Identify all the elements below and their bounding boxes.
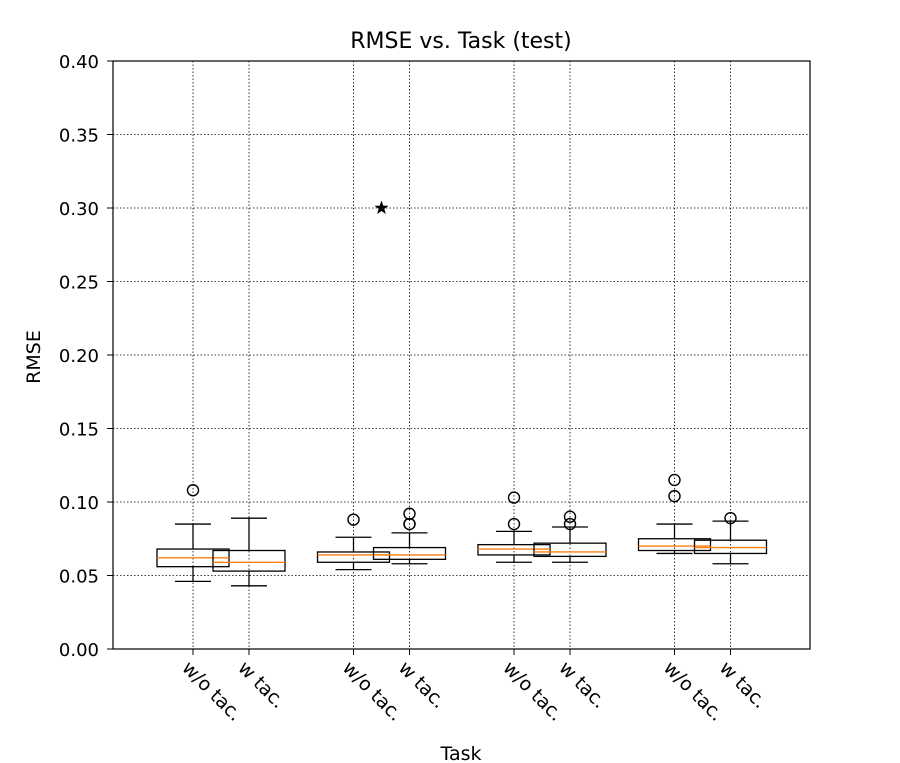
y-tick-label: 0.40 (59, 52, 99, 73)
box-iqr (693, 539, 768, 555)
outlier-point (507, 491, 521, 504)
y-tick-label: 0.35 (59, 126, 99, 147)
y-tick-label: 0.25 (59, 273, 99, 294)
box-iqr (212, 549, 286, 572)
outlier-point (563, 517, 577, 531)
outlier-point (347, 513, 360, 526)
outlier-point (724, 511, 737, 525)
box-iqr (533, 542, 607, 558)
box-iqr (637, 538, 712, 552)
chart-title: RMSE vs. Task (test) (350, 29, 571, 54)
box-iqr (372, 546, 447, 560)
outlier-point (668, 489, 681, 503)
outlier-point (668, 473, 681, 487)
star-marker (374, 200, 389, 214)
y-tick-label: 0.05 (59, 567, 99, 588)
outlier-point (563, 510, 577, 523)
outlier-point (403, 507, 416, 520)
x-axis-label: Task (439, 743, 481, 763)
y-tick-label: 0.10 (59, 493, 99, 514)
y-tick-label: 0.30 (59, 199, 99, 220)
box-layer (156, 200, 768, 587)
box-iqr (477, 543, 551, 556)
y-tick-label: 0.15 (59, 420, 99, 441)
outlier-point (186, 484, 200, 497)
box-iqr (316, 551, 391, 563)
y-tick-label: 0.20 (59, 346, 99, 367)
outlier-point (507, 517, 521, 531)
outlier-point (403, 517, 416, 531)
y-axis-label: RMSE (23, 330, 45, 384)
y-tick-label: 0.00 (59, 640, 99, 661)
